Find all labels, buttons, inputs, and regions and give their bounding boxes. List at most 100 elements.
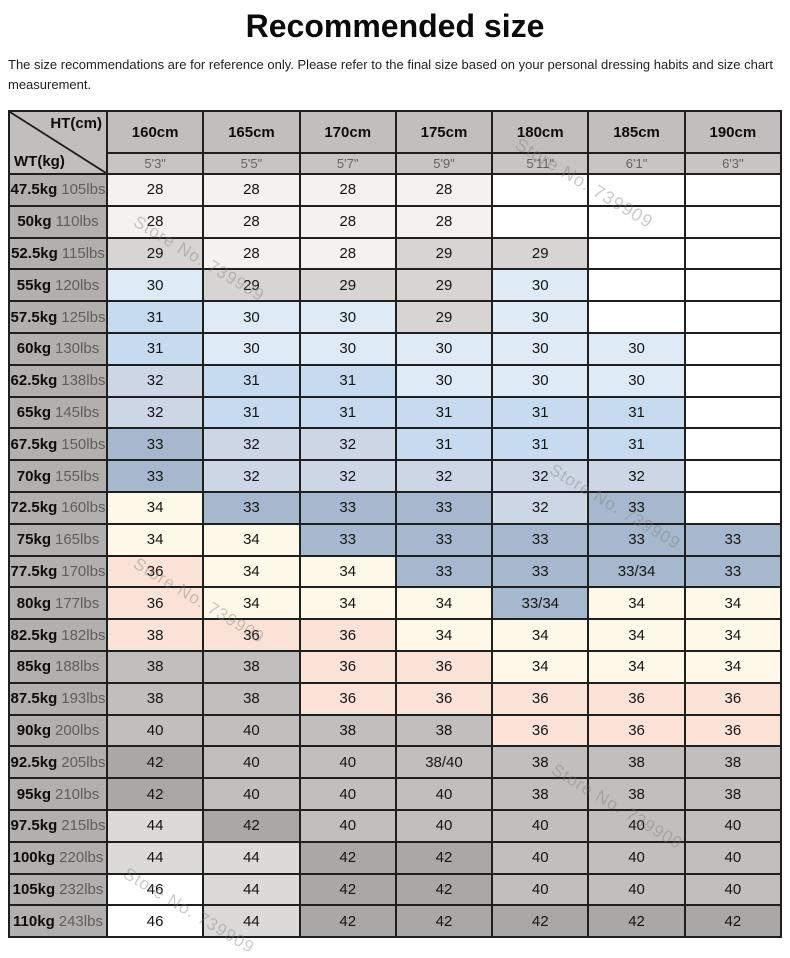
size-cell: 31: [105, 331, 205, 366]
weight-lbs: 220lbs: [59, 849, 104, 867]
weight-kg: 92.5kg: [10, 753, 58, 771]
weight-lbs: 165lbs: [55, 531, 100, 549]
weight-kg: 62.5kg: [10, 372, 58, 390]
weight-label: 55kg 120lbs: [8, 268, 108, 303]
size-cell: 32: [491, 490, 590, 525]
size-cell: 30: [394, 363, 494, 398]
size-cell: 30: [491, 331, 590, 366]
size-cell: 33: [587, 522, 686, 557]
weight-lbs: 110lbs: [55, 213, 99, 231]
weight-lbs: 243lbs: [58, 912, 103, 930]
weight-lbs: 125lbs: [61, 308, 106, 326]
size-cell: 29: [394, 300, 494, 334]
size-cell: 36: [491, 713, 590, 748]
size-cell: 33: [105, 427, 205, 462]
weight-label: 80kg 177lbs: [8, 586, 108, 621]
corner-wt-label: WT(kg): [14, 153, 65, 170]
weight-row-80kg: 80kg 177lbs 36 34 34 34 33/34 34 34: [8, 586, 783, 621]
weight-lbs: 182lbs: [61, 626, 106, 644]
size-cell: 44: [105, 808, 205, 843]
size-cell: 44: [202, 904, 301, 939]
weight-label: 67.5kg 150lbs: [8, 427, 108, 462]
weight-label: 110kg 243lbs: [8, 904, 108, 939]
size-cell: 29: [491, 236, 590, 271]
size-cell: 32: [491, 459, 590, 493]
size-cell: 33: [394, 522, 494, 557]
size-cell: [683, 268, 783, 303]
weight-lbs: 200lbs: [55, 721, 100, 739]
weight-kg: 67.5kg: [10, 435, 58, 453]
weight-label: 105kg 232lbs: [8, 872, 108, 907]
size-cell: 36: [587, 681, 686, 716]
size-cell: 31: [394, 395, 494, 430]
size-cell: 42: [394, 904, 494, 939]
size-cell: 33: [683, 522, 783, 557]
size-cell: 30: [202, 331, 301, 366]
weight-row-55kg: 55kg 120lbs 30 29 29 29 30: [8, 268, 783, 303]
size-cell: 34: [394, 586, 494, 621]
corner-cell: HT(cm) WT(kg): [8, 110, 108, 175]
size-cell: 31: [298, 363, 397, 398]
size-cell: 31: [202, 363, 301, 398]
size-cell: 31: [202, 395, 301, 430]
size-cell: 36: [105, 554, 205, 589]
weight-row-82.5kg: 82.5kg 182lbs 38 36 36 34 34 34 34: [8, 618, 783, 652]
weight-kg: 50kg: [17, 213, 52, 231]
size-cell: [683, 427, 783, 462]
weight-label: 95kg 210lbs: [8, 777, 108, 811]
size-cell: 28: [105, 204, 205, 239]
size-cell: 29: [105, 236, 205, 271]
height-header-165cm: 165cm: [202, 110, 301, 154]
size-cell: 42: [202, 808, 301, 843]
height-cm-row: HT(cm) WT(kg) 160cm 165cm 170cm 175cm 180cm 1…: [8, 110, 783, 175]
size-cell: 38: [394, 713, 494, 748]
size-cell: 36: [683, 681, 783, 716]
size-cell: 29: [394, 268, 494, 303]
size-cell: 32: [202, 459, 301, 493]
size-cell: 38: [105, 618, 205, 652]
weight-lbs: 232lbs: [59, 880, 104, 898]
corner-ht-label: HT(cm): [50, 115, 102, 132]
size-cell: 32: [587, 459, 686, 493]
size-cell: 31: [491, 427, 590, 462]
size-cell: 31: [491, 395, 590, 430]
weight-lbs: 210lbs: [55, 785, 100, 803]
weight-row-92.5kg: 92.5kg 205lbs 42 40 40 38/40 38 38 38: [8, 745, 783, 780]
weight-row-77.5kg: 77.5kg 170lbs 36 34 34 33 33 33/34 33: [8, 554, 783, 589]
weight-kg: 72.5kg: [10, 499, 58, 517]
weight-label: 70kg 155lbs: [8, 459, 108, 493]
size-cell: 40: [491, 808, 590, 843]
size-cell: 28: [298, 173, 397, 207]
size-cell: 40: [491, 840, 590, 875]
height-header-175cm: 175cm: [394, 110, 494, 154]
size-cell: 30: [202, 300, 301, 334]
size-cell: 34: [105, 522, 205, 557]
weight-row-67.5kg: 67.5kg 150lbs 33 32 32 31 31 31: [8, 427, 783, 462]
size-cell: 42: [394, 840, 494, 875]
size-cell: [587, 268, 686, 303]
weight-lbs: 115lbs: [61, 244, 105, 262]
weight-lbs: 160lbs: [61, 499, 106, 517]
weight-kg: 75kg: [16, 531, 51, 549]
size-cell: 36: [394, 649, 494, 684]
size-cell: 33: [394, 554, 494, 589]
size-cell: 34: [491, 618, 590, 652]
size-cell: 40: [298, 777, 397, 811]
size-cell: 36: [683, 713, 783, 748]
size-cell: 40: [683, 808, 783, 843]
size-cell: 36: [394, 681, 494, 716]
size-cell: 40: [202, 745, 301, 780]
weight-row-70kg: 70kg 155lbs 33 32 32 32 32 32: [8, 459, 783, 493]
weight-label: 82.5kg 182lbs: [8, 618, 108, 652]
size-cell: 32: [298, 459, 397, 493]
size-cell: 40: [394, 777, 494, 811]
weight-kg: 97.5kg: [10, 817, 58, 835]
weight-lbs: 138lbs: [61, 372, 106, 390]
size-cell: 28: [202, 236, 301, 271]
size-cell: 29: [394, 236, 494, 271]
size-cell: 46: [105, 872, 205, 907]
weight-label: 50kg 110lbs: [8, 204, 108, 239]
weight-row-110kg: 110kg 243lbs 46 44 42 42 42 42 42: [8, 904, 783, 939]
size-cell: 42: [298, 840, 397, 875]
weight-row-75kg: 75kg 165lbs 34 34 33 33 33 33 33: [8, 522, 783, 557]
